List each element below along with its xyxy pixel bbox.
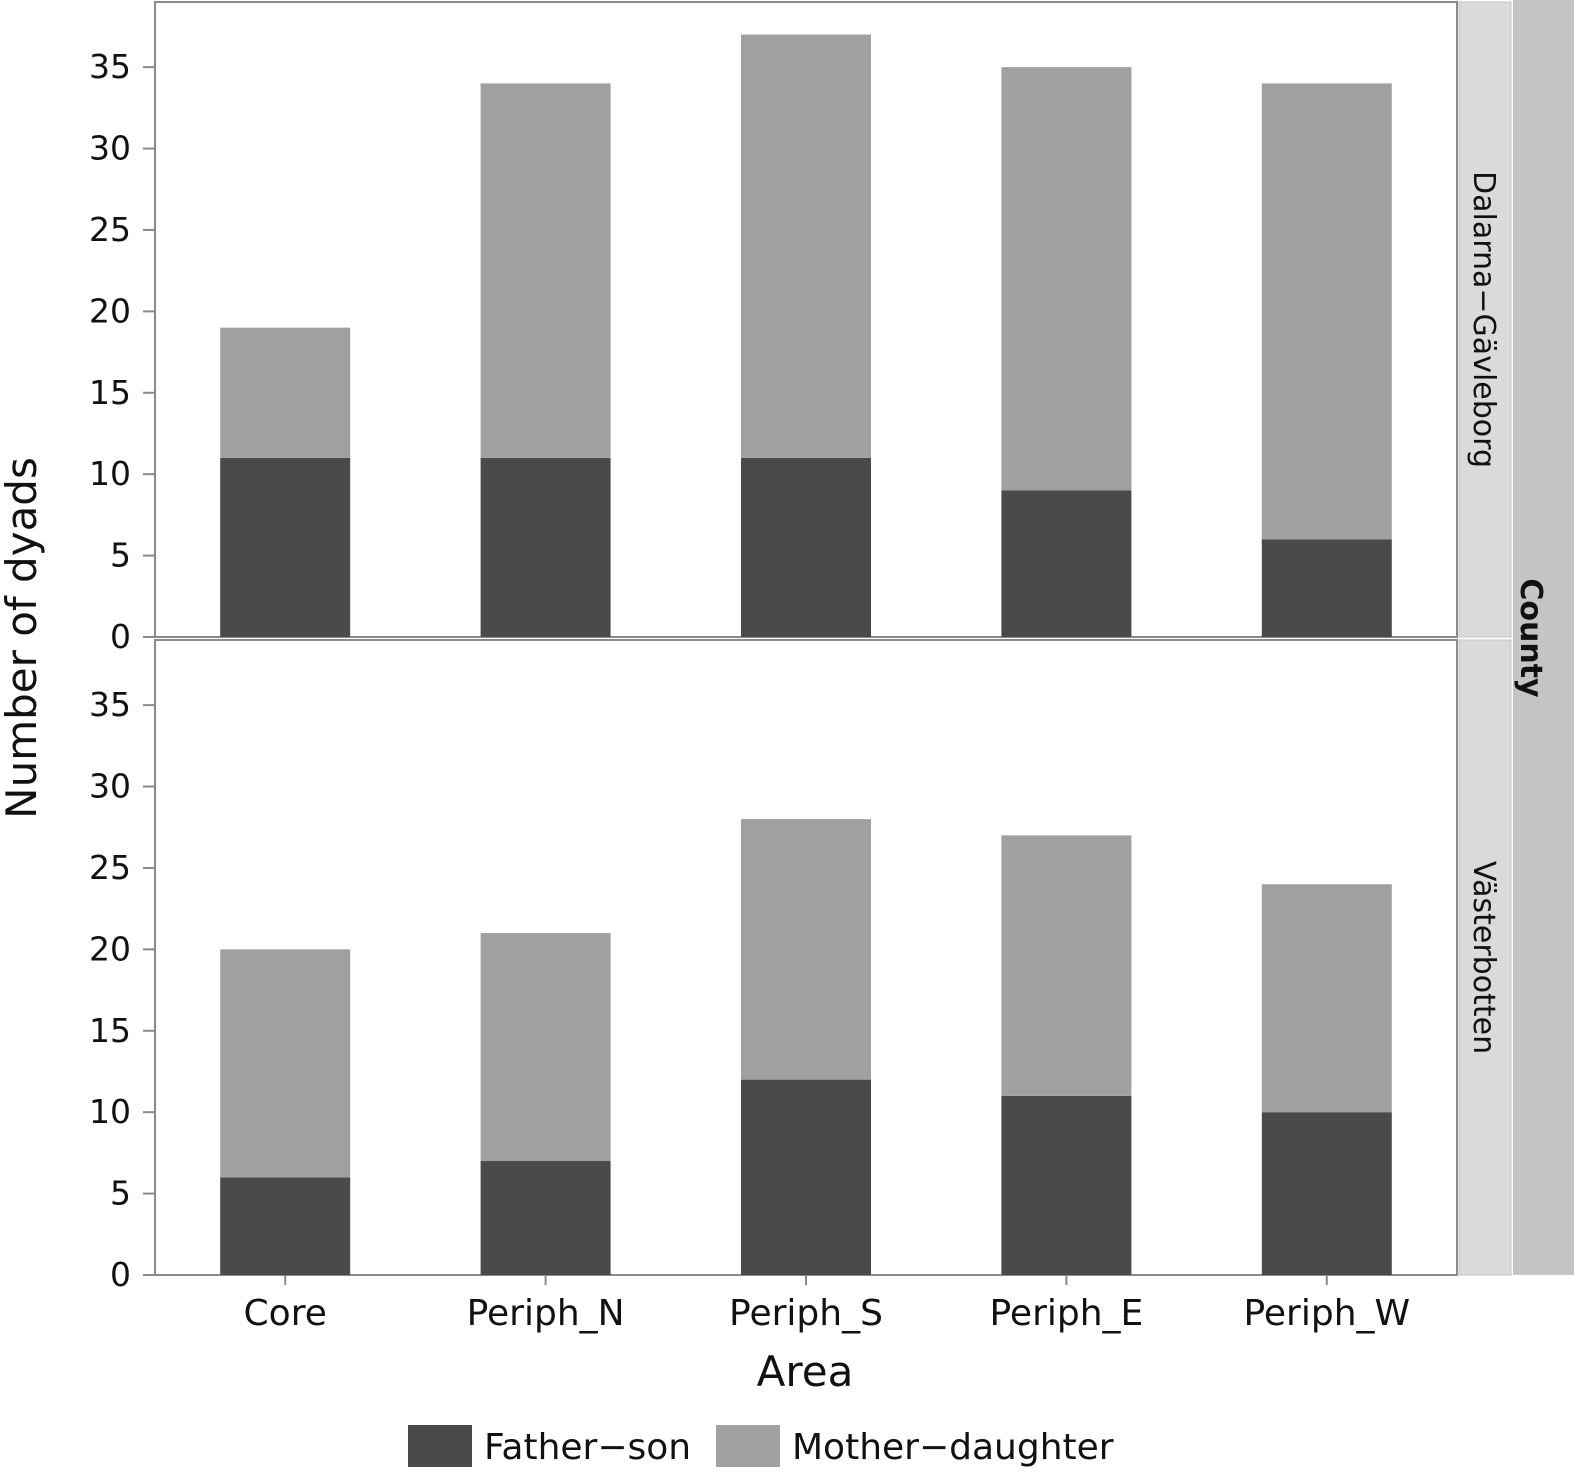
- panel-strip-label: Västerbotten: [1466, 861, 1501, 1054]
- panel-strip-label: Dalarna−Gävleborg: [1466, 171, 1501, 468]
- y-tick-label: 5: [110, 536, 131, 575]
- panel-1: 0 5 10 15 20 25 30 35: [89, 1, 1458, 656]
- y-tick-label: 25: [89, 848, 131, 887]
- bar-mother-daughter-periph-s: [741, 34, 871, 458]
- y-tick-label: 30: [89, 129, 131, 168]
- bar-mother-daughter-periph-n: [480, 83, 611, 458]
- bar-father-son-core: [220, 457, 351, 637]
- bar-father-son-periph-n: [480, 1161, 611, 1275]
- y-tick-label: 35: [89, 685, 131, 724]
- x-tick-label: Periph_N: [467, 1293, 625, 1334]
- x-tick-label: Periph_S: [729, 1293, 883, 1334]
- x-tick-label: Periph_W: [1243, 1293, 1410, 1334]
- bar-mother-daughter-core: [220, 949, 351, 1178]
- y-tick-label: 5: [110, 1174, 131, 1213]
- bar-mother-daughter-periph-w: [1261, 83, 1392, 540]
- y-tick-label: 10: [89, 1092, 131, 1131]
- legend-swatch: [716, 1425, 780, 1467]
- bar-father-son-periph-w: [1261, 539, 1392, 637]
- bar-mother-daughter-periph-e: [1001, 835, 1132, 1096]
- panel-strip: [1458, 1, 1512, 638]
- bar-father-son-periph-w: [1261, 1112, 1392, 1275]
- y-tick-label: 30: [89, 767, 131, 806]
- bar-father-son-periph-e: [1001, 490, 1132, 637]
- legend-item: Father−son: [408, 1425, 691, 1468]
- facet-title: County: [1513, 578, 1548, 698]
- bar-mother-daughter-periph-s: [741, 819, 871, 1080]
- legend-item: Mother−daughter: [716, 1425, 1114, 1468]
- bar-mother-daughter-periph-n: [480, 933, 611, 1162]
- x-tick-label: Periph_E: [990, 1293, 1144, 1334]
- bar-father-son-core: [220, 1177, 351, 1275]
- panel-strip: [1458, 639, 1512, 1276]
- y-axis-title: Number of dyads: [0, 457, 46, 819]
- bar-mother-daughter-periph-w: [1261, 884, 1392, 1113]
- bar-father-son-periph-s: [741, 457, 871, 637]
- facet-title-strip: [1513, 0, 1574, 1275]
- bar-mother-daughter-periph-e: [1001, 67, 1132, 491]
- bar-father-son-periph-e: [1001, 1095, 1132, 1275]
- y-tick-label: 0: [110, 1255, 131, 1294]
- x-axis-title: Area: [757, 1347, 854, 1396]
- bar-father-son-periph-n: [480, 457, 611, 637]
- y-tick-label: 20: [89, 929, 131, 968]
- y-tick-label: 20: [89, 291, 131, 330]
- x-tick-label: Core: [244, 1293, 327, 1334]
- y-tick-label: 25: [89, 210, 131, 249]
- legend-label: Mother−daughter: [792, 1427, 1114, 1468]
- bar-father-son-periph-s: [741, 1079, 871, 1275]
- y-tick-label: 10: [89, 454, 131, 493]
- panel-2: 0 5 10 15 20 25 30 35: [89, 639, 1458, 1294]
- y-tick-label: 15: [89, 373, 131, 412]
- legend-swatch: [408, 1425, 472, 1467]
- y-tick-label: 15: [89, 1011, 131, 1050]
- bar-mother-daughter-core: [220, 327, 351, 458]
- y-tick-label: 0: [110, 617, 131, 656]
- y-tick-label: 35: [89, 47, 131, 86]
- legend-label: Father−son: [484, 1427, 691, 1468]
